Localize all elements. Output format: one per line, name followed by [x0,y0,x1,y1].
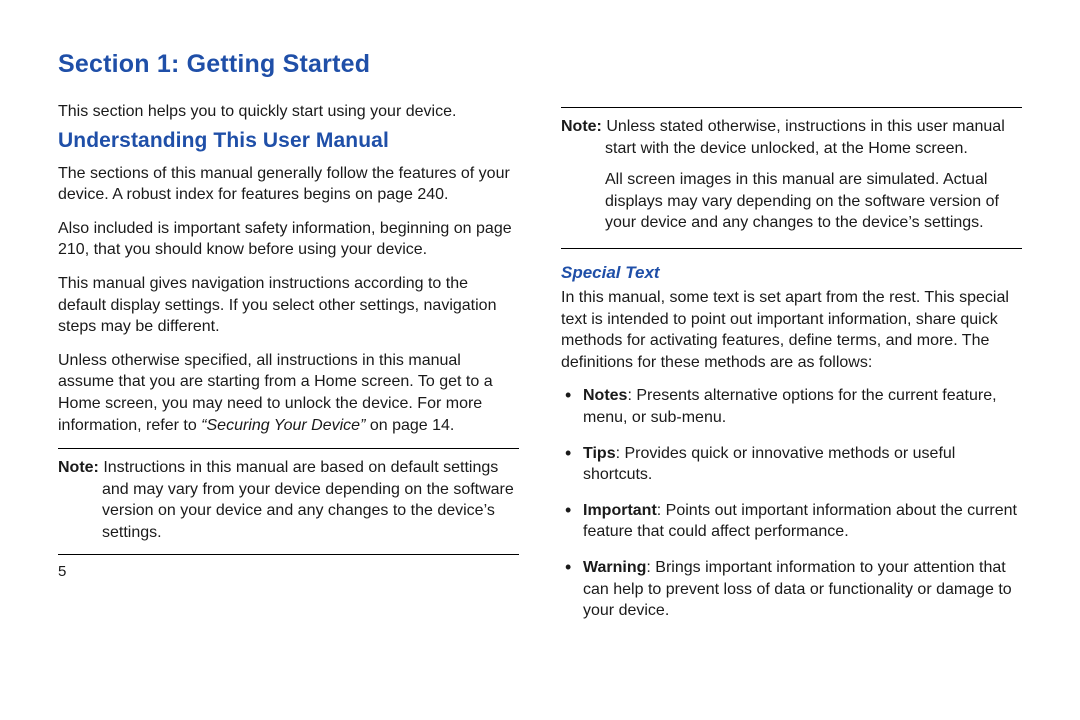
bullet-text: : Provides quick or innovative methods o… [583,445,955,484]
note-rule-top-right [561,107,1022,108]
note2-lead: Note: [561,118,602,135]
list-item: Tips: Provides quick or innovative metho… [561,443,1022,486]
left-body: The sections of this manual generally fo… [58,163,519,437]
left-p2: Also included is important safety inform… [58,218,519,261]
note-simulated-images: All screen images in this manual are sim… [561,169,1022,234]
two-column-layout: This section helps you to quickly start … [58,101,1022,636]
bullet-text: : Presents alternative options for the c… [583,387,997,426]
bullet-text: : Brings important information to your a… [583,559,1012,619]
left-p4-b: on page 14. [365,417,454,434]
note-rule-top-left [58,448,519,449]
note1-lead: Note: [58,459,99,476]
right-column: Note: Unless stated otherwise, instructi… [561,101,1022,636]
bullet-lead: Important [583,502,657,519]
note1-body: Instructions in this manual are based on… [99,459,514,541]
left-p1: The sections of this manual generally fo… [58,163,519,206]
note-rule-bottom-right [561,248,1022,249]
bullet-lead: Warning [583,559,646,576]
note-home-screen: Note: Unless stated otherwise, instructi… [561,116,1022,159]
manual-page: Section 1: Getting Started This section … [0,0,1080,720]
page-number: 5 [58,563,519,580]
left-p3: This manual gives navigation instruction… [58,273,519,338]
special-text-list: Notes: Presents alternative options for … [561,385,1022,621]
special-text-heading: Special Text [561,263,1022,283]
intro-text: This section helps you to quickly start … [58,101,519,123]
note-default-settings: Note: Instructions in this manual are ba… [58,457,519,543]
left-p4-ref: “Securing Your Device” [201,417,365,434]
left-p4: Unless otherwise specified, all instruct… [58,350,519,436]
note-rule-bottom-left [58,554,519,555]
understanding-heading: Understanding This User Manual [58,129,519,153]
section-title: Section 1: Getting Started [58,50,1022,79]
list-item: Warning: Brings important information to… [561,557,1022,622]
special-text-intro: In this manual, some text is set apart f… [561,287,1022,373]
list-item: Important: Points out important informat… [561,500,1022,543]
bullet-lead: Notes [583,387,627,404]
note2-body: Unless stated otherwise, instructions in… [602,118,1005,157]
left-column: This section helps you to quickly start … [58,101,519,636]
bullet-lead: Tips [583,445,616,462]
list-item: Notes: Presents alternative options for … [561,385,1022,428]
